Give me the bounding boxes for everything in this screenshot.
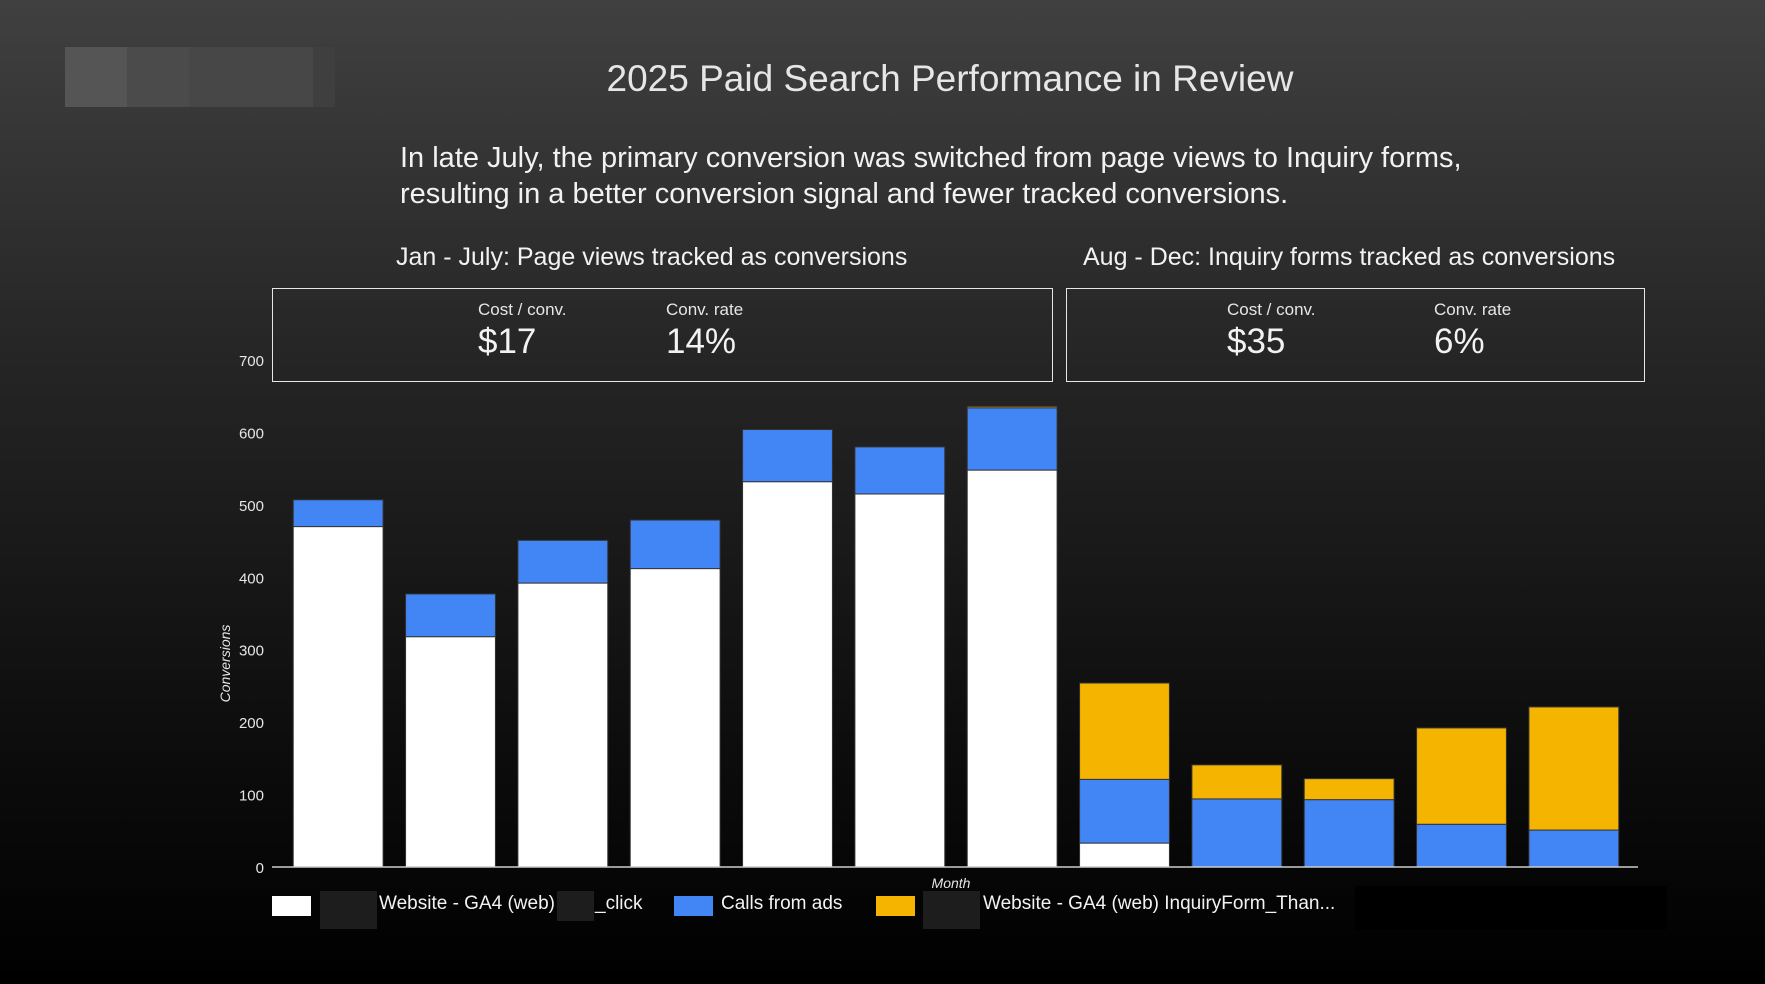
bar-segment-feb-series-1 (405, 636, 496, 868)
bar-segment-feb-series-2 (405, 593, 496, 638)
subtitle-line-2: resulting in a better conversion signal … (400, 178, 1289, 210)
y-tick-label: 100 (239, 788, 264, 805)
bar-segment-dec-series-2 (1528, 829, 1620, 868)
bar-segment-jun-series-1 (854, 493, 946, 868)
bar-segment-dec-series-3 (1528, 706, 1620, 831)
slide-subtitle: In late July, the primary conversion was… (400, 140, 1600, 212)
slide-title: 2025 Paid Search Performance in Review (606, 58, 1294, 99)
y-tick-label: 600 (239, 425, 264, 442)
right-rate-label: Conv. rate (1434, 300, 1512, 319)
bar-segment-nov-series-3 (1416, 727, 1507, 825)
bar-segment-mar-series-2 (517, 539, 609, 584)
legend-swatch-yellow (876, 896, 915, 916)
bar-segment-jan-series-1 (292, 526, 384, 868)
bar-segment-oct-series-2 (1303, 799, 1395, 868)
legend-label-website: Website - GA4 (web) (379, 893, 555, 914)
y-tick-label: 700 (239, 353, 264, 370)
right-cost-value: $35 (1227, 322, 1286, 361)
left-panel-heading: Jan - July: Page views tracked as conver… (396, 243, 908, 271)
bar-segment-apr-series-1 (629, 568, 721, 868)
bar-segment-aug-series-2 (1079, 778, 1170, 844)
bar-segment-jul-series-2 (966, 407, 1058, 471)
bar-segment-aug-series-3 (1079, 682, 1170, 780)
y-axis-label: Conversions (217, 625, 233, 703)
bar-segment-jan-series-2 (292, 499, 384, 528)
bar-segment-mar-series-1 (517, 582, 609, 868)
left-rate-label: Conv. rate (666, 300, 744, 319)
subtitle-line-1: In late July, the primary conversion was… (400, 142, 1462, 174)
bar-segment-oct-series-3 (1303, 778, 1395, 801)
bar-segment-jul-series-3 (966, 405, 1058, 409)
right-kpi-scorecard: Cost / conv. $35 Conv. rate 6% (1066, 288, 1645, 382)
right-rate-value: 6% (1434, 322, 1485, 361)
left-cost-value: $17 (478, 322, 537, 361)
bar-segment-sep-series-2 (1191, 798, 1283, 868)
bar-segment-apr-series-2 (629, 519, 721, 570)
bar-segment-aug-series-1 (1079, 842, 1170, 868)
legend-label-calls: Calls from ads (721, 893, 843, 914)
right-panel-heading: Aug - Dec: Inquiry forms tracked as conv… (1083, 243, 1616, 271)
legend-swatch-white (272, 896, 311, 916)
redacted-text (557, 891, 594, 921)
y-tick-label: 500 (239, 498, 264, 515)
left-rate-value: 14% (666, 322, 737, 361)
legend-label-inquiry: Website - GA4 (web) InquiryForm_Than... (983, 893, 1336, 914)
left-cost-label: Cost / conv. (478, 300, 567, 319)
bar-segment-may-series-1 (742, 481, 833, 868)
bar-segment-jul-series-1 (966, 469, 1058, 868)
bar-segment-may-series-2 (742, 429, 833, 483)
x-axis-label: Month (932, 875, 971, 891)
redacted-text (320, 891, 377, 929)
y-tick-label: 0 (256, 860, 264, 877)
redacted-logo (65, 47, 335, 107)
y-tick-label: 300 (239, 643, 264, 660)
bar-segment-sep-series-3 (1191, 764, 1283, 800)
legend-swatch-blue (674, 896, 713, 916)
right-cost-label: Cost / conv. (1227, 300, 1316, 319)
redacted-block (1355, 886, 1667, 930)
legend-label-click-suffix: _click (595, 893, 643, 914)
y-tick-label: 400 (239, 570, 264, 587)
chart-legend: Website - GA4 (web) _click Calls from ad… (272, 886, 1672, 935)
left-kpi-scorecard: Cost / conv. $17 Conv. rate 14% (272, 288, 1053, 382)
bar-segment-jun-series-2 (854, 446, 946, 495)
bar-segment-nov-series-2 (1416, 823, 1507, 868)
redacted-text (923, 891, 980, 929)
y-tick-label: 200 (239, 715, 264, 732)
